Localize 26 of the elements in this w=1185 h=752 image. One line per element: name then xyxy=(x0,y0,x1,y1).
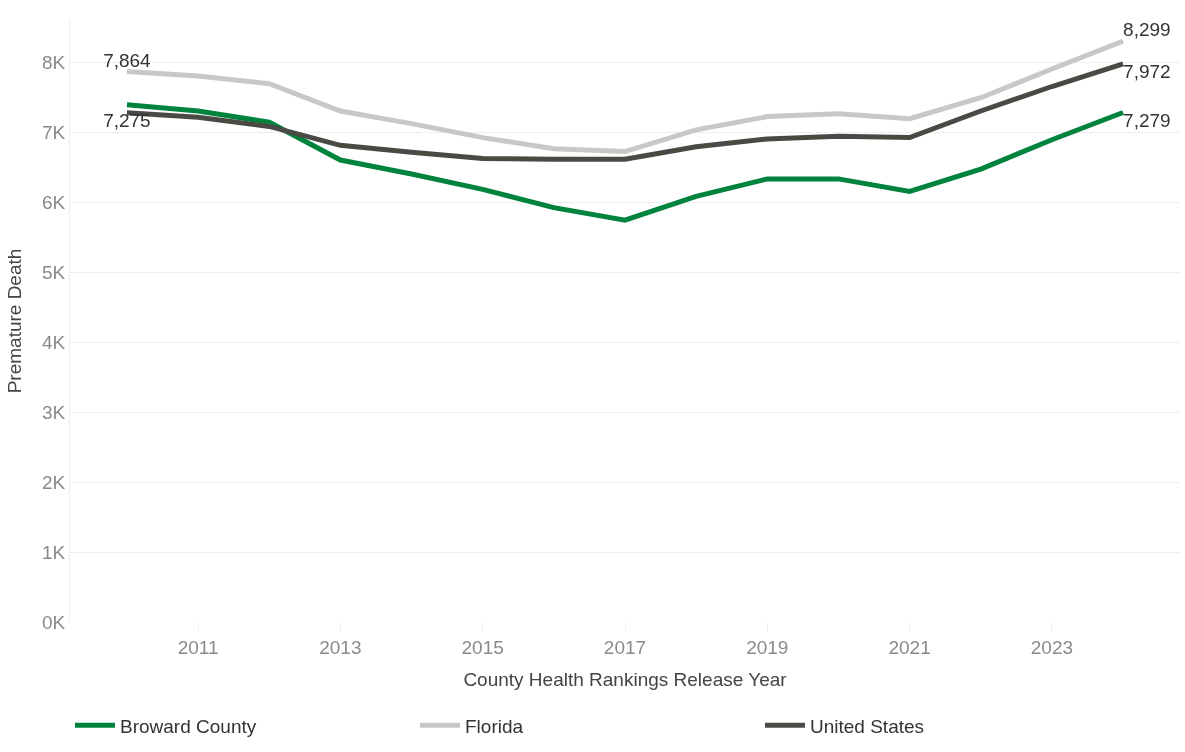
y-tick-label: 3K xyxy=(41,401,66,423)
y-tick-label: 1K xyxy=(41,541,66,563)
legend-label: Broward County xyxy=(120,715,257,737)
data-label: 7,279 xyxy=(1123,109,1171,131)
y-tick-label: 5K xyxy=(41,261,66,283)
y-tick-label: 0K xyxy=(41,611,66,633)
x-tick-label: 2015 xyxy=(461,636,504,658)
y-axis-title: Premature Death xyxy=(3,248,25,394)
x-axis-title: County Health Rankings Release Year xyxy=(463,668,788,690)
data-label: 8,299 xyxy=(1123,19,1171,41)
x-tick-label: 2013 xyxy=(319,636,362,658)
y-tick-label: 4K xyxy=(41,331,66,353)
y-tick-label: 7K xyxy=(41,121,66,143)
legend-label: United States xyxy=(810,715,925,737)
x-tick-label: 2017 xyxy=(603,636,647,658)
x-tick-label: 2023 xyxy=(1030,636,1074,658)
x-tick-label: 2021 xyxy=(888,636,931,658)
x-tick-label: 2019 xyxy=(746,636,789,658)
data-label: 7,864 xyxy=(103,49,152,71)
y-tick-label: 8K xyxy=(41,51,66,73)
data-label: 7,275 xyxy=(103,110,151,131)
legend-label: Florida xyxy=(465,715,524,737)
data-label: 7,972 xyxy=(1123,61,1171,83)
x-tick-label: 2011 xyxy=(177,636,219,658)
y-tick-label: 6K xyxy=(41,191,66,213)
y-tick-label: 2K xyxy=(41,471,66,493)
